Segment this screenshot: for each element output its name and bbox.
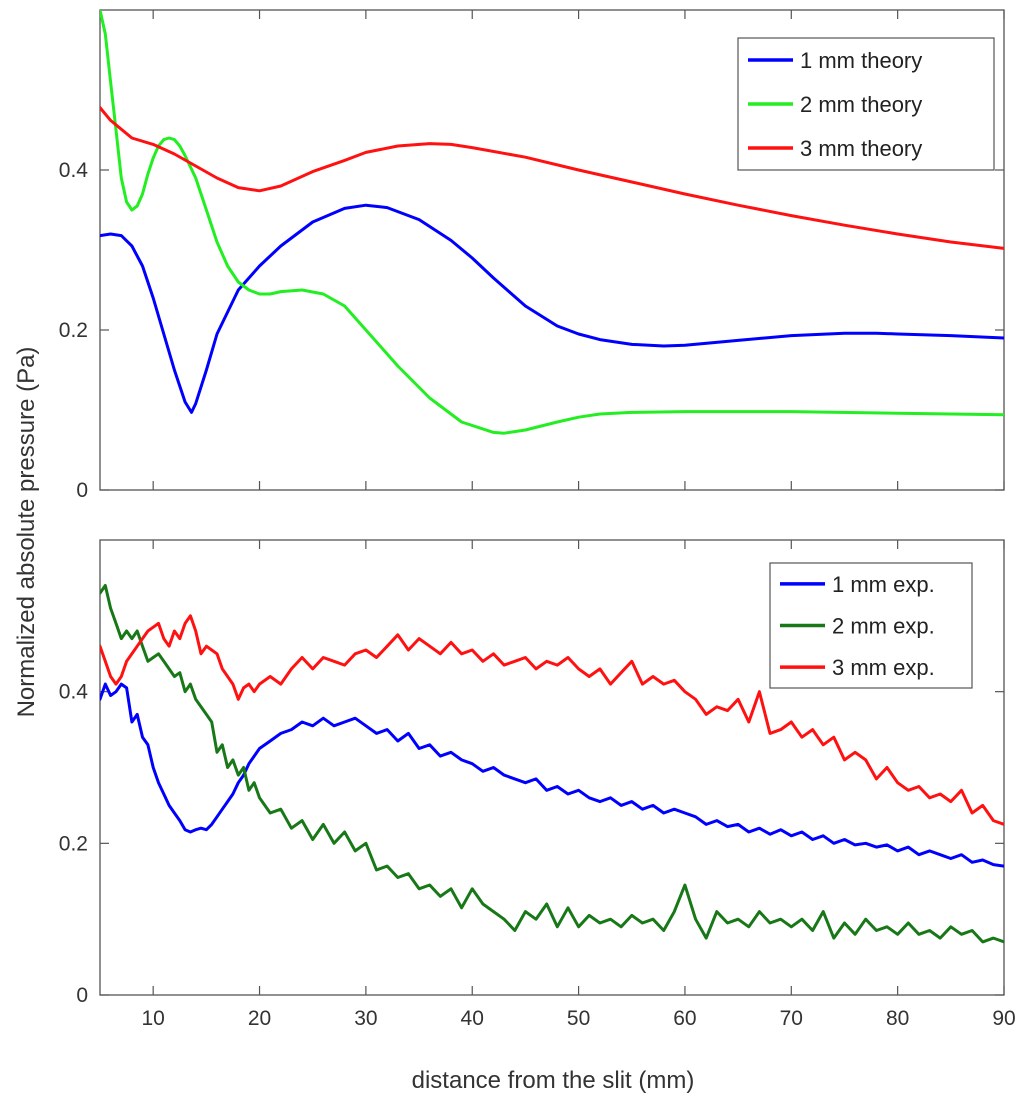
legend-label: 1 mm theory [800,48,922,73]
series-line-3-mm-theory [100,106,1004,250]
y-tick-label: 0 [76,479,88,502]
x-tick-label: 60 [673,1007,696,1030]
y-axis-label: Normalized absolute pressure (Pa) [13,347,40,718]
legend-label: 1 mm exp. [832,572,935,597]
x-tick-label: 80 [886,1007,909,1030]
x-tick-label: 20 [248,1007,271,1030]
y-tick-label: 0.2 [59,832,88,855]
legend-label: 2 mm theory [800,92,922,117]
x-tick-label: 90 [992,1007,1015,1030]
y-tick-label: 0 [76,984,88,1007]
legend: 1 mm theory 2 mm theory 3 mm theory [737,37,995,171]
y-tick-label: 0.2 [59,319,88,342]
y-tick-label: 0.4 [59,159,89,182]
top-panel-theory: 0 0.2 0.4 1 mm theory 2 mm theory 3 mm theory [59,9,1005,502]
legend: 1 mm exp. 2 mm exp. 3 mm exp. [769,562,973,689]
x-axis-label: distance from the slit (mm) [412,1067,695,1094]
x-tick-label: 70 [780,1007,803,1030]
legend-label: 3 mm exp. [832,655,935,680]
bottom-panel-experiment: 10 20 30 40 50 60 70 80 90 0 0.2 0.4 1 mm exp. 2 mm e… [59,539,1016,1030]
legend-label: 2 mm exp. [832,614,935,639]
legend-label: 3 mm theory [800,136,922,161]
x-tick-label: 40 [461,1007,484,1030]
series-line-1-mm-theory [100,203,1004,414]
x-tick-label: 10 [141,1007,164,1030]
series-line-2-mm-theory [100,10,1004,435]
series-line-1-mm-exp [100,682,1004,868]
series-line-3-mm-exp [100,614,1004,826]
x-tick-label: 30 [354,1007,377,1030]
series-line-2-mm-exp [100,584,1004,944]
y-tick-label: 0.4 [59,681,89,704]
x-tick-label: 50 [567,1007,590,1030]
